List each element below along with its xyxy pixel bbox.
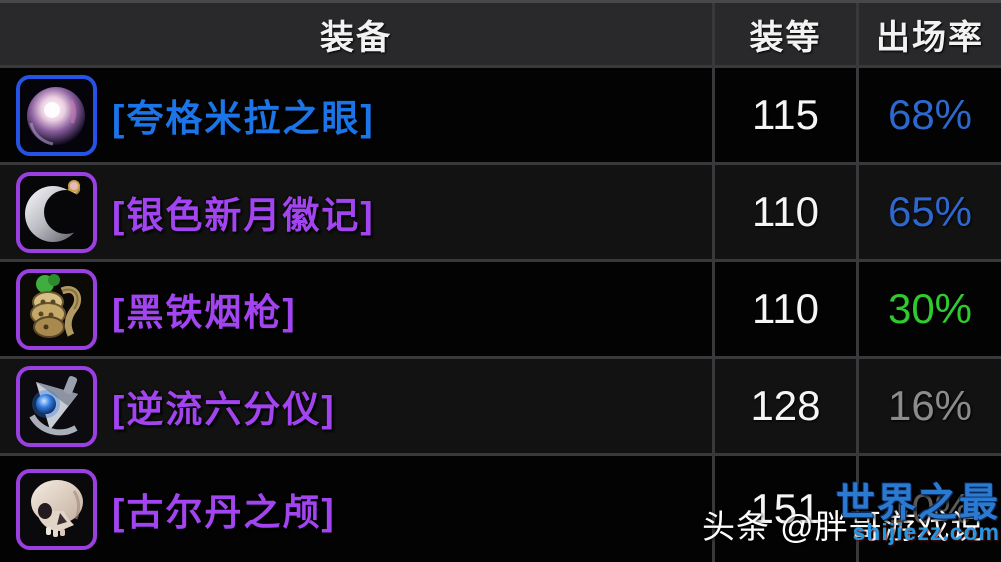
pick-rate-value: 10%	[859, 456, 1001, 562]
item-name-link[interactable]: [黑铁烟枪]	[112, 292, 297, 333]
sextant-icon[interactable]	[16, 365, 97, 447]
item-level-value: 110	[715, 165, 856, 259]
equipment-cell: [古尔丹之颅]	[0, 456, 712, 562]
pick-rate-value: 65%	[859, 165, 1001, 259]
equipment-cell: [银色新月徽记]	[0, 165, 712, 259]
item-name-link[interactable]: [古尔丹之颅]	[112, 492, 336, 533]
col-header-pick-rate: 出场率	[859, 3, 1001, 65]
item-level-value: 110	[715, 262, 856, 356]
smoking-pipe-icon[interactable]	[16, 268, 97, 350]
eye-orb-icon[interactable]	[16, 74, 97, 156]
site-watermark-url: shijiezz.com	[852, 519, 1000, 545]
equipment-cell: [夸格米拉之眼]	[0, 68, 712, 162]
toutiao-caption: 头条 @胖哥游戏说	[702, 508, 985, 545]
pick-rate-value: 30%	[859, 262, 1001, 356]
site-watermark: 世界之最 shijiezz.com	[836, 484, 1000, 544]
item-name-link[interactable]: [逆流六分仪]	[112, 389, 336, 430]
site-watermark-title: 世界之最	[835, 482, 1000, 525]
skull-icon[interactable]	[16, 468, 97, 550]
item-level-value: 115	[715, 68, 856, 162]
silver-crescent-icon[interactable]	[16, 171, 97, 253]
item-name-link[interactable]: [银色新月徽记]	[112, 195, 375, 236]
equipment-cell: [黑铁烟枪]	[0, 262, 712, 356]
equipment-cell: [逆流六分仪]	[0, 359, 712, 453]
item-level-value: 151	[715, 456, 856, 562]
item-name-link[interactable]: [夸格米拉之眼]	[112, 98, 375, 139]
col-header-equipment: 装备	[0, 3, 712, 65]
pick-rate-value: 16%	[859, 359, 1001, 453]
col-header-item-level: 装等	[715, 3, 856, 65]
pick-rate-value: 68%	[859, 68, 1001, 162]
item-level-value: 128	[715, 359, 856, 453]
